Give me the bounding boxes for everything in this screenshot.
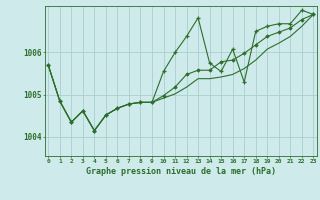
X-axis label: Graphe pression niveau de la mer (hPa): Graphe pression niveau de la mer (hPa) <box>86 167 276 176</box>
